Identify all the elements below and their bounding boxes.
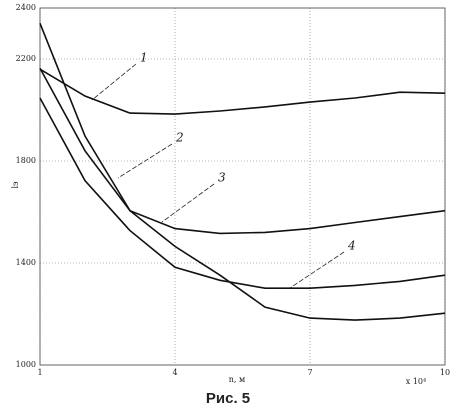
x-tick-label: 7 (307, 368, 312, 377)
leader-line (117, 143, 173, 179)
series-line (39, 97, 446, 289)
leader-line (289, 251, 345, 289)
caption: Рис. 5 (206, 390, 250, 407)
y-tick-label: 1000 (16, 360, 36, 369)
series-line (39, 68, 446, 115)
y-axis-label: lэ (11, 181, 20, 189)
leader-line (161, 183, 215, 223)
series-label: 4 (347, 239, 356, 253)
series-line (39, 67, 446, 235)
series-label: 2 (175, 131, 184, 145)
y-tick-label: 1400 (16, 258, 36, 267)
y-tick-label: 2400 (16, 3, 36, 12)
series-label: 3 (218, 171, 226, 185)
plot-frame (39, 7, 446, 366)
y-tick-label: 1800 (16, 156, 36, 165)
x-multiplier: x 10⁴ (406, 377, 426, 386)
x-tick-label: 4 (172, 368, 177, 377)
x-axis-label: n, м (229, 375, 245, 384)
series-label: 1 (140, 51, 148, 65)
x-tick-label: 1 (37, 368, 42, 377)
x-tick-label: 10 (440, 368, 450, 377)
series-line (39, 23, 446, 321)
y-tick-label: 2200 (16, 54, 36, 63)
leader-line (91, 63, 137, 101)
